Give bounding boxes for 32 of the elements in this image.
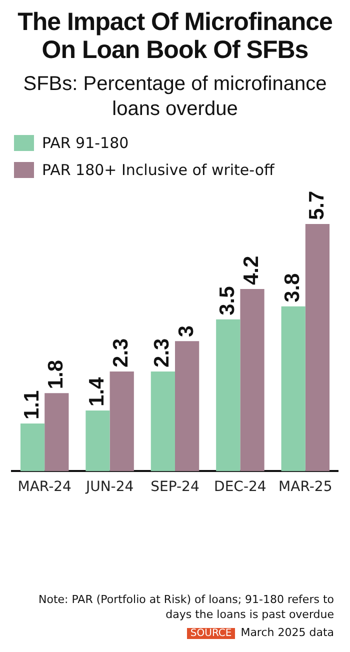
- x-tick-label: MAR-25: [278, 479, 332, 496]
- data-label: 3: [174, 325, 198, 338]
- data-label: 3.5: [216, 286, 239, 316]
- data-label: 1.4: [86, 376, 109, 406]
- legend-label: PAR 91-180: [42, 134, 129, 152]
- data-label: 1.8: [44, 360, 68, 390]
- bar: [240, 289, 264, 472]
- bar: [305, 224, 330, 472]
- x-tick-label: MAR-24: [18, 479, 72, 496]
- data-label: 2.3: [110, 338, 133, 368]
- x-tick-label: SEP-24: [150, 479, 200, 496]
- text: SOURCE: [187, 628, 235, 639]
- bar: [86, 410, 110, 472]
- bar: [110, 371, 134, 472]
- text: March 2025 data: [240, 626, 334, 639]
- chart-title: The Impact Of Microfinance On Loan Book Of SFBs: [16, 8, 334, 64]
- text: Note: PAR (Portfolio at Risk) of loans; 91-180 refers to days the loans is past overdue: [38, 592, 334, 622]
- x-tick-label: JUN-24: [84, 479, 134, 496]
- bar: [20, 423, 45, 472]
- data-label: 4.2: [240, 256, 264, 286]
- x-tick-label: DEC-24: [214, 479, 266, 496]
- bar: [281, 306, 306, 472]
- legend-label: PAR 180+ Inclusive of write-off: [42, 161, 274, 179]
- data-label: 3.8: [281, 272, 304, 302]
- bar: [150, 371, 175, 472]
- chart-subtitle: SFBs: Percentage of microfinance loans overdue: [22, 72, 328, 122]
- data-label: 5.7: [305, 190, 328, 220]
- data-label: 2.3: [150, 338, 174, 368]
- data-label: 1.1: [20, 390, 44, 420]
- bar: [216, 319, 240, 472]
- bar: [175, 341, 200, 472]
- bar: [44, 393, 69, 472]
